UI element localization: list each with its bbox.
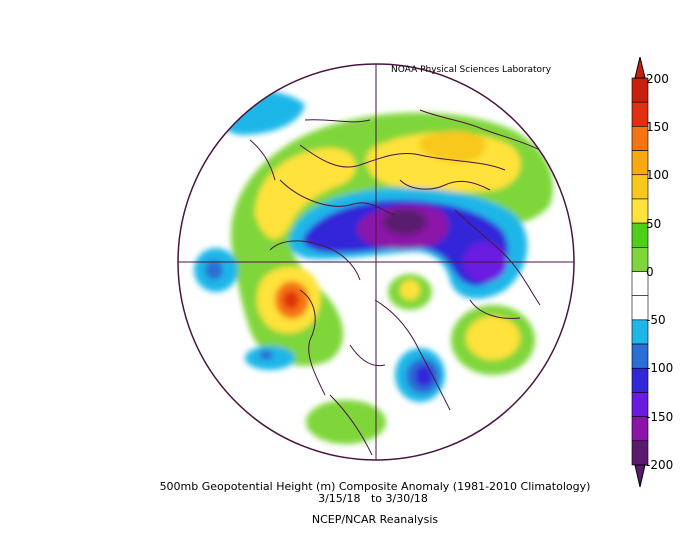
negative-anomaly-core <box>259 350 273 360</box>
colorbar-tick: 50 <box>646 217 662 231</box>
negative-anomaly-core <box>205 260 223 280</box>
caption-dates: 3/15/18 to 3/30/18 <box>318 492 428 505</box>
credit-label: NOAA Physical Sciences Laboratory <box>391 65 552 75</box>
coastlines <box>249 109 541 456</box>
colorbar-tick: 150 <box>646 120 669 134</box>
colorbar-top-arrow <box>634 56 646 79</box>
anomaly-field <box>178 64 574 460</box>
caption-source: NCEP/NCAR Reanalysis <box>311 513 439 526</box>
colorbar-tick: -150 <box>646 410 674 424</box>
colorbar-tick: 100 <box>646 168 669 182</box>
colorbar-tick: 0 <box>646 265 654 279</box>
colorbar-tick: -50 <box>646 313 666 327</box>
ridge-anomaly <box>306 400 386 444</box>
caption-title: 500mb Geopotential Height (m) Composite … <box>159 480 591 493</box>
ridge-anomaly <box>400 280 420 300</box>
negative-anomaly-center <box>383 209 427 235</box>
map-boundary <box>177 63 575 461</box>
colorbar-tick: -200 <box>646 458 674 472</box>
colorbar-tick: 200 <box>646 72 669 86</box>
colorbar <box>631 77 649 466</box>
colorbar-tick: -100 <box>646 361 674 375</box>
colorbar-bottom-arrow <box>634 464 646 488</box>
ridge-anomaly <box>466 316 520 360</box>
positive-anomaly-core <box>255 148 357 239</box>
positive-anomaly-core <box>419 131 486 163</box>
negative-anomaly-core <box>415 365 433 387</box>
ridge-anomaly-peak <box>283 291 299 309</box>
